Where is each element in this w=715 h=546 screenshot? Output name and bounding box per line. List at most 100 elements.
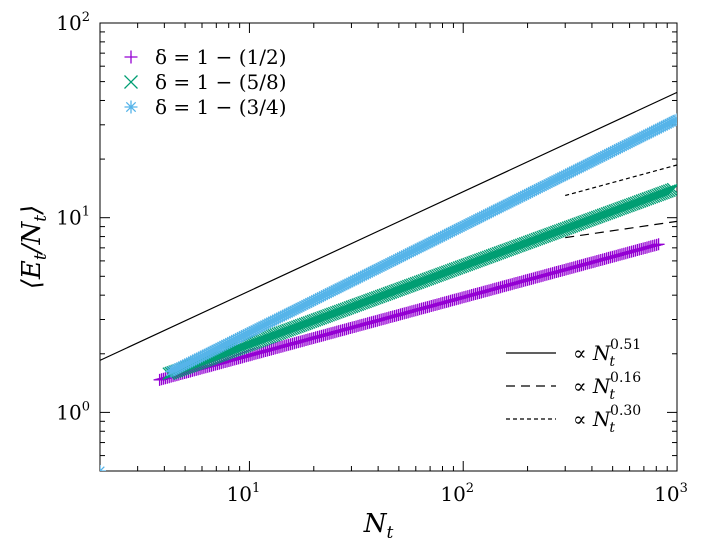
data-point [219, 338, 232, 351]
data-point [417, 239, 430, 252]
data-point [585, 156, 598, 169]
data-point [581, 158, 594, 171]
data-point [534, 181, 547, 194]
data-point [344, 275, 357, 288]
data-point [348, 274, 361, 287]
data-point [652, 238, 665, 251]
data-point [473, 211, 486, 224]
data-point [252, 321, 265, 334]
reference-line-solid [100, 91, 677, 361]
data-point [317, 289, 330, 302]
data-point [666, 182, 677, 196]
data-point [284, 306, 297, 319]
data-point [598, 149, 611, 162]
data-point [485, 205, 498, 218]
data-point [299, 298, 312, 311]
data-point [393, 251, 406, 264]
data-point [633, 131, 646, 144]
data-point [497, 200, 510, 213]
data-point [438, 229, 451, 242]
data-point [409, 243, 422, 256]
data-point [293, 301, 306, 314]
data-point [225, 335, 238, 348]
data-point [196, 350, 209, 363]
data-point [346, 275, 359, 288]
data-point [340, 277, 353, 290]
data-point [637, 129, 650, 142]
data-point [309, 293, 322, 306]
data-point [288, 304, 301, 317]
y-tick-label: 101 [56, 205, 90, 230]
data-point [376, 260, 389, 273]
data-point [178, 358, 191, 371]
data-point [374, 261, 387, 274]
data-point [489, 203, 502, 216]
data-point [395, 250, 408, 263]
data-point [366, 265, 379, 278]
data-point [454, 221, 467, 234]
data-point [292, 302, 305, 315]
data-point [594, 151, 607, 164]
data-point [399, 248, 412, 261]
data-point [651, 123, 664, 136]
data-point [295, 300, 308, 313]
data-point [645, 126, 658, 139]
data-point [596, 150, 609, 163]
data-point [475, 210, 488, 223]
data-point [649, 124, 662, 137]
data-point [671, 113, 677, 126]
data-point [471, 212, 484, 225]
data-point [405, 245, 418, 258]
data-point [313, 291, 326, 304]
data-point [391, 252, 404, 265]
data-point [342, 276, 355, 289]
data-point [368, 264, 381, 277]
data-point [247, 324, 260, 337]
data-point [364, 266, 377, 279]
data-point [233, 331, 246, 344]
data-point [639, 128, 652, 141]
data-point [463, 216, 476, 229]
data-point [336, 279, 349, 292]
data-point [258, 318, 271, 331]
x-axis-label: Nt [363, 509, 394, 543]
data-point [432, 232, 445, 245]
data-point [483, 206, 496, 219]
data-point [583, 157, 596, 170]
y-tick-label: 100 [56, 399, 90, 424]
data-point [262, 316, 275, 329]
data-point [407, 244, 420, 257]
data-point [215, 340, 228, 353]
data-point [249, 323, 262, 336]
data-point [372, 262, 385, 275]
data-point [629, 133, 642, 146]
data-point [356, 270, 369, 283]
data-point [266, 314, 279, 327]
data-point [194, 350, 207, 363]
data-point [571, 163, 584, 176]
data-point [362, 267, 375, 280]
data-point [420, 238, 433, 251]
data-point [303, 296, 316, 309]
data-point [446, 225, 459, 238]
data-point [553, 171, 566, 184]
data-point [508, 194, 521, 207]
data-point [610, 143, 623, 156]
legend-marker [124, 50, 138, 64]
data-point [460, 218, 473, 231]
data-point [319, 288, 332, 301]
data-point [280, 308, 293, 321]
data-point [504, 196, 517, 209]
data-point [579, 159, 592, 172]
data-point [665, 116, 677, 129]
data-point [643, 126, 656, 139]
data-point [360, 268, 373, 281]
data-point [209, 343, 222, 356]
data-point [174, 360, 187, 373]
data-point [442, 227, 455, 240]
data-point [180, 357, 193, 370]
data-point [221, 337, 234, 350]
data-point [557, 169, 570, 182]
data-point [657, 120, 670, 133]
